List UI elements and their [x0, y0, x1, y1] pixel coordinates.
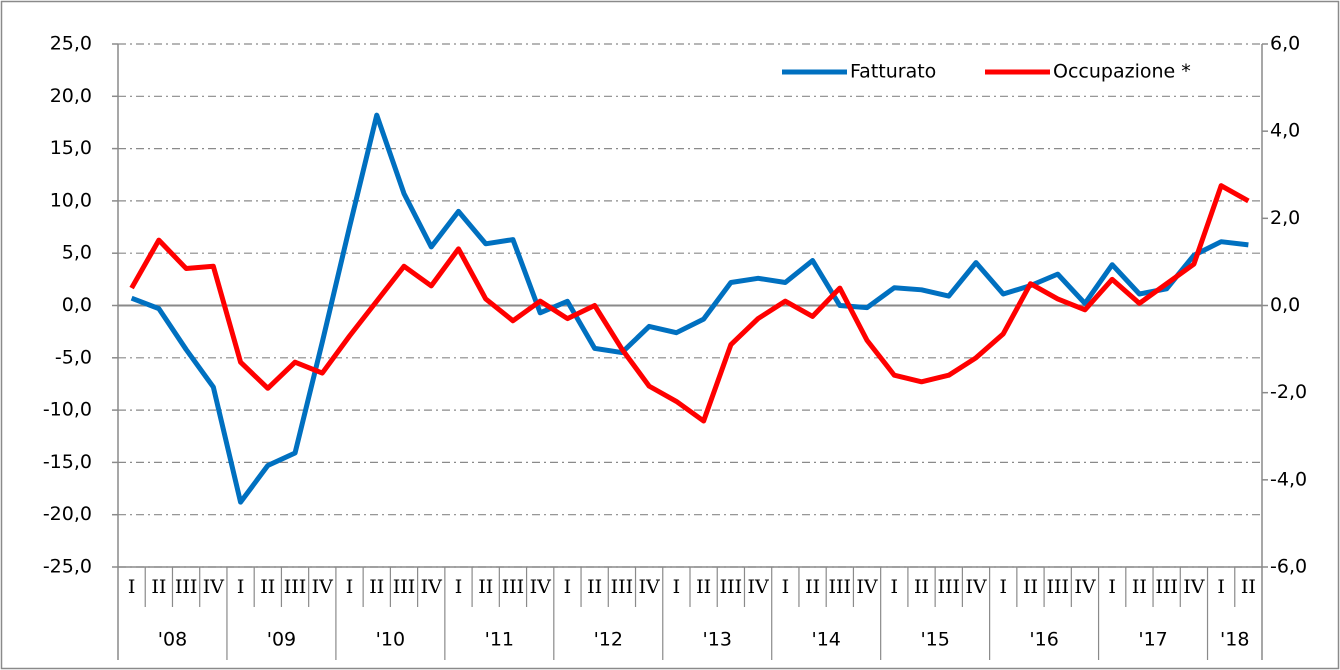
x-tick-label: I: [564, 576, 572, 598]
x-tick-label: III: [284, 576, 307, 598]
x-tick-label: IV: [747, 576, 769, 598]
x-tick-label: I: [999, 576, 1007, 598]
y-tick-label: -10,0: [43, 399, 92, 421]
y-tick-label: -25,0: [43, 556, 92, 578]
x-tick-label: IV: [421, 576, 443, 598]
x-tick-label: IV: [203, 576, 225, 598]
y2-tick-label: 6,0: [1270, 33, 1300, 55]
x-group-label: '10: [376, 629, 405, 651]
series-line: [130, 112, 1249, 505]
y2-tick-label: 2,0: [1270, 207, 1300, 229]
x-tick-label: I: [1217, 576, 1225, 598]
x-tick-label: II: [805, 576, 820, 598]
x-group-label: '08: [158, 629, 187, 651]
x-group-label: '13: [703, 629, 732, 651]
x-tick-label: I: [782, 576, 790, 598]
x-tick-label: III: [720, 576, 743, 598]
x-tick-label: I: [128, 576, 136, 598]
x-group-label: '11: [485, 629, 514, 651]
x-tick-label: I: [891, 576, 899, 598]
x-group-label: '18: [1220, 629, 1249, 651]
x-tick-label: II: [1241, 576, 1256, 598]
y2-tick-label: 0,0: [1270, 294, 1300, 316]
y2-tick-label: 4,0: [1270, 120, 1300, 142]
x-tick-label: IV: [856, 576, 878, 598]
x-tick-label: III: [1155, 576, 1178, 598]
legend-label: Occupazione *: [1053, 61, 1191, 83]
x-tick-label: III: [829, 576, 852, 598]
x-tick-label: IV: [530, 576, 552, 598]
x-group-label: '16: [1029, 629, 1058, 651]
y2-tick-label: -4,0: [1270, 468, 1307, 490]
x-tick-label: III: [393, 576, 416, 598]
y-tick-label: 25,0: [50, 33, 92, 55]
layer: -25,0 -20,0 -15,0 -10,0 -5,0 0,0 5,0 10,0 15,0 20…: [43, 33, 1307, 660]
x-tick-label: I: [673, 576, 681, 598]
x-tick-label: IV: [1074, 576, 1096, 598]
x-tick-label: IV: [312, 576, 334, 598]
x-tick-label: IV: [965, 576, 987, 598]
x-tick-label: I: [237, 576, 245, 598]
x-tick-label: II: [587, 576, 602, 598]
legend-label: Fatturato: [850, 61, 936, 83]
x-tick-label: IV: [639, 576, 661, 598]
y-tick-label: -20,0: [43, 503, 92, 525]
series-line: [129, 183, 1250, 424]
x-tick-label: II: [1023, 576, 1038, 598]
x-tick-label: II: [478, 576, 493, 598]
x-group-label: '17: [1138, 629, 1167, 651]
x-tick-label: II: [914, 576, 929, 598]
x-tick-label: II: [151, 576, 166, 598]
y-tick-label: 20,0: [50, 85, 92, 107]
y-tick-label: 15,0: [50, 137, 92, 159]
y2-tick-label: -6,0: [1270, 556, 1307, 578]
x-tick-label: II: [260, 576, 275, 598]
x-tick-label: III: [502, 576, 525, 598]
x-tick-label: II: [369, 576, 384, 598]
x-tick-label: I: [455, 576, 463, 598]
y-tick-label: -5,0: [55, 346, 92, 368]
x-group-label: '09: [267, 629, 296, 651]
y-tick-label: 5,0: [62, 242, 92, 264]
x-group-label: '15: [920, 629, 949, 651]
y-tick-label: 10,0: [50, 189, 92, 211]
x-tick-label: III: [1046, 576, 1069, 598]
x-tick-label: I: [346, 576, 354, 598]
x-tick-label: I: [1108, 576, 1116, 598]
x-group-label: '12: [594, 629, 623, 651]
x-tick-label: III: [611, 576, 634, 598]
x-tick-label: II: [1132, 576, 1147, 598]
x-tick-label: II: [696, 576, 711, 598]
y2-tick-label: -2,0: [1270, 381, 1307, 403]
x-tick-label: IV: [1183, 576, 1205, 598]
x-tick-label: III: [937, 576, 960, 598]
x-group-label: '14: [811, 629, 840, 651]
y-tick-label: -15,0: [43, 451, 92, 473]
y-tick-label: 0,0: [62, 294, 92, 316]
x-tick-label: III: [175, 576, 198, 598]
